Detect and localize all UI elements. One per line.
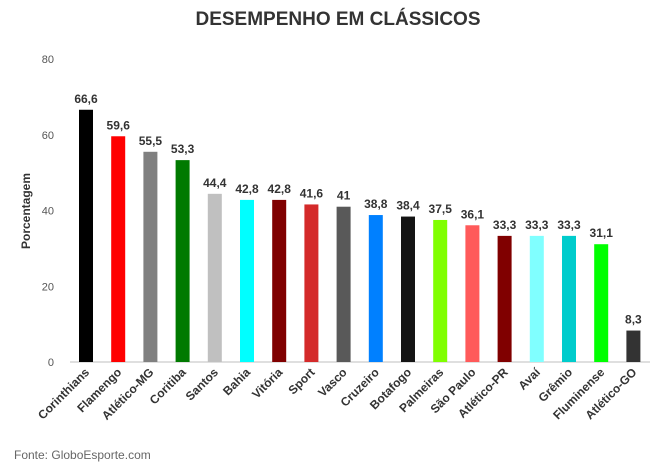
data-label: 59,6: [107, 118, 131, 132]
data-label: 55,5: [139, 134, 163, 148]
bar: [465, 225, 480, 362]
data-label: 42,8: [235, 182, 259, 196]
data-label: 41: [337, 189, 351, 203]
y-tick-label: 60: [42, 130, 54, 142]
data-label: 42,8: [268, 182, 292, 196]
data-label: 44,4: [203, 176, 227, 190]
bar: [304, 204, 319, 362]
bar: [272, 199, 287, 362]
data-label: 8,3: [625, 313, 642, 327]
data-labels: 66,6 59,6 55,5 53,3 44,4 42,8 42,8 41,6 41 38,8 38…: [74, 92, 642, 327]
data-label: 36,1: [461, 207, 485, 221]
chart-title: DESEMPENHO EM CLÁSSICOS: [195, 8, 480, 30]
data-label: 38,4: [396, 199, 420, 213]
bar: [175, 160, 190, 362]
y-axis-label: Porcentagem: [19, 173, 33, 249]
bar: [336, 206, 351, 362]
data-label: 66,6: [74, 92, 98, 106]
bar: [562, 235, 576, 362]
data-label: 37,5: [429, 202, 453, 216]
data-label: 38,8: [364, 197, 388, 211]
bar: [368, 215, 383, 362]
bar: [529, 235, 544, 362]
bar: [207, 193, 222, 362]
data-label: 33,3: [525, 218, 549, 232]
data-label: 31,1: [590, 226, 614, 240]
y-tick-label: 0: [48, 357, 54, 369]
bar: [240, 199, 254, 362]
bar: [111, 136, 126, 362]
x-axis-ticks: CorinthiansFlamengoAtlético-MGCoritibaSa…: [35, 365, 639, 423]
x-tick-label: Bahia: [220, 365, 253, 398]
data-label: 33,3: [493, 218, 517, 232]
y-tick-label: 20: [42, 281, 54, 293]
data-label: 53,3: [171, 142, 195, 156]
y-axis-ticks: 0 20 40 60 80: [42, 54, 54, 369]
bar: [433, 219, 448, 362]
bars: [79, 109, 641, 362]
x-tick-label: Avaí: [515, 365, 543, 393]
x-tick-label: Sport: [285, 365, 317, 397]
source-note: Fonte: GloboEsporte.com: [14, 448, 151, 462]
bar: [401, 216, 415, 362]
data-label: 33,3: [557, 218, 581, 232]
x-tick-label: Coritiba: [147, 365, 189, 407]
x-tick-label: Santos: [183, 365, 221, 403]
y-tick-label: 40: [42, 206, 54, 218]
bar: [594, 244, 609, 362]
y-tick-label: 80: [42, 54, 54, 66]
bar: [79, 109, 93, 362]
x-tick-label: Vitória: [249, 365, 285, 401]
bar: [143, 151, 158, 362]
bar: [626, 330, 641, 362]
bar: [497, 235, 512, 362]
data-label: 41,6: [300, 186, 324, 200]
